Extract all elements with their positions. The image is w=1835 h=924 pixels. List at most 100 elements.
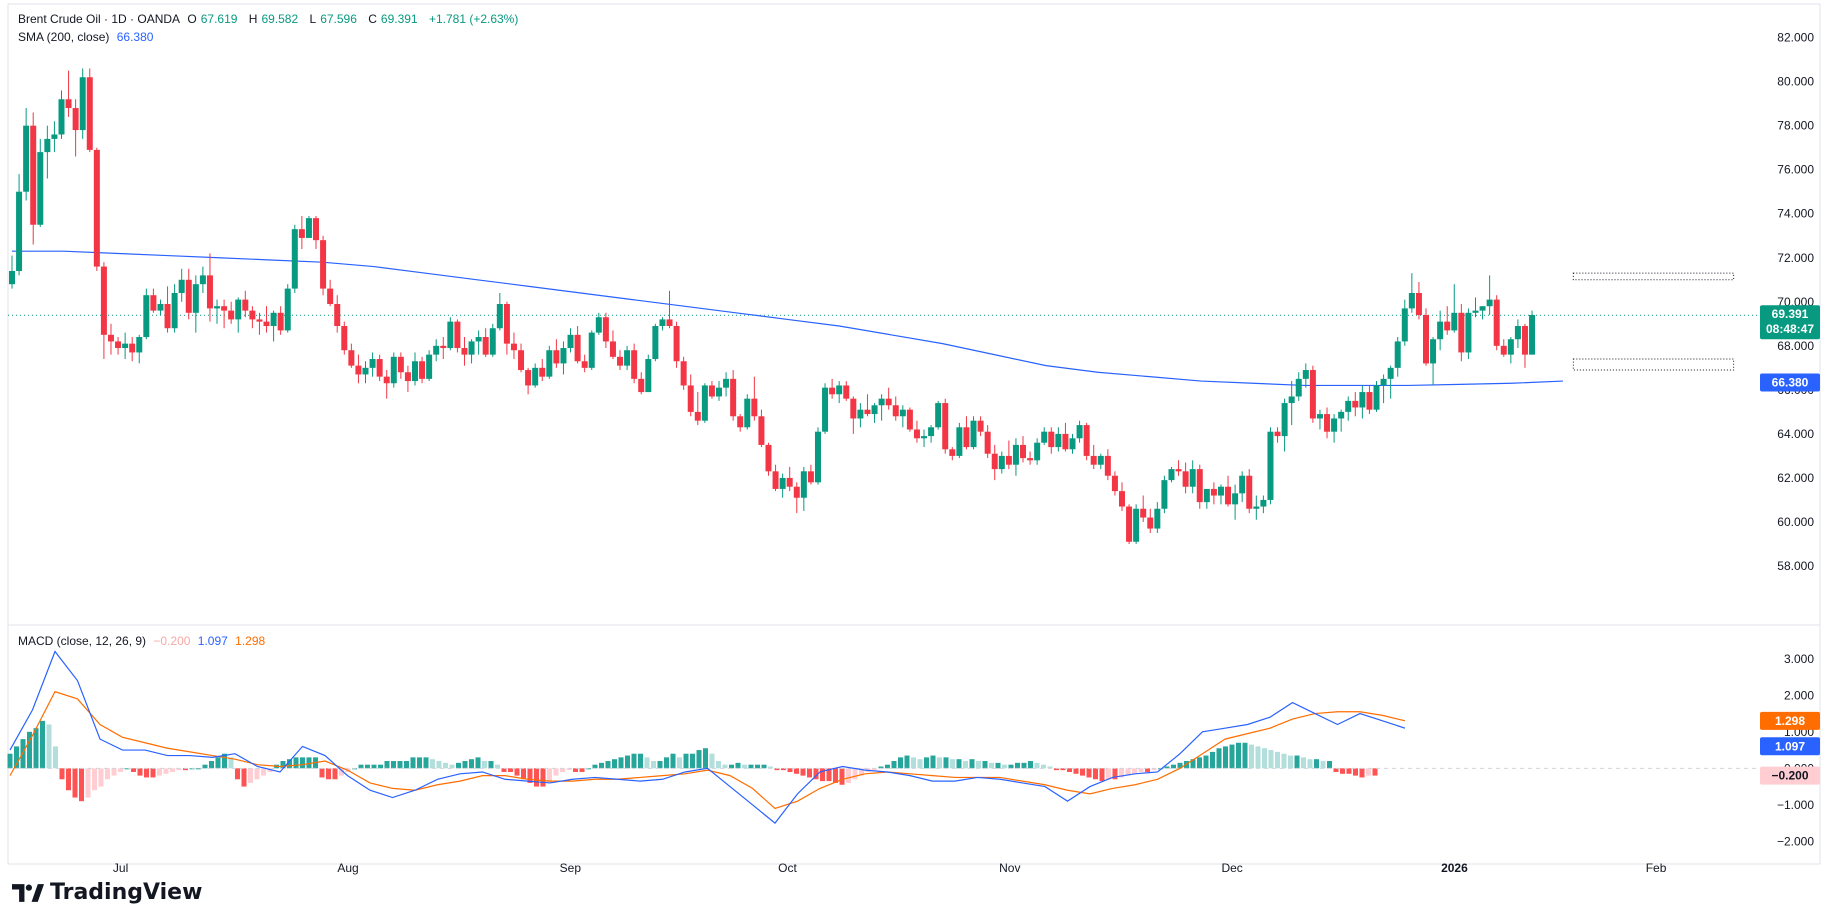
candle-body (595, 317, 602, 333)
candle-body (426, 354, 433, 379)
candle-body (1154, 508, 1161, 529)
macd-hist-bar (1138, 768, 1144, 772)
macd-hist-bar (800, 768, 806, 776)
candle (334, 295, 341, 333)
candle-body (235, 299, 242, 320)
high-value: 69.582 (261, 12, 299, 26)
candle (1076, 420, 1083, 443)
candle-body (659, 319, 666, 327)
candle-body (1437, 321, 1444, 340)
candle-body (1041, 431, 1048, 443)
macd-tick-label: −2.000 (1777, 834, 1814, 848)
macd-hist-bar (1021, 762, 1027, 769)
macd-hist-bar (631, 753, 637, 769)
candle (1352, 392, 1359, 417)
macd-legend: MACD (close, 12, 26, 9) −0.200 1.097 1.2… (18, 634, 269, 648)
candle-body (617, 356, 624, 366)
candle (221, 299, 228, 329)
macd-hist-bar (540, 768, 546, 787)
candle (1041, 427, 1048, 445)
candle (1175, 460, 1182, 476)
macd-hist-bar (1093, 768, 1098, 780)
macd-hist-bar (885, 764, 890, 769)
candle (765, 442, 772, 476)
macd-hist-bar (547, 768, 552, 783)
candle (673, 321, 680, 368)
macd-hist-bar (332, 768, 338, 780)
macd-hist-bar (787, 768, 793, 772)
macd-hist-bar (904, 755, 910, 769)
time-tick-label: Aug (337, 861, 358, 875)
candle (652, 323, 659, 362)
candle (1161, 475, 1168, 514)
macd-hist-bar (306, 757, 312, 769)
macd-hist-bar (833, 768, 838, 783)
candle (1104, 449, 1111, 481)
sma-badge-bg (1760, 373, 1820, 392)
candle-body (221, 306, 228, 311)
candle (1083, 422, 1090, 461)
candle (72, 99, 79, 157)
macd-hist-bar (105, 768, 110, 780)
macd-hist-bar (1164, 766, 1170, 769)
macd-badge: 1.097 (1760, 737, 1820, 756)
macd-hist-bar (449, 764, 455, 769)
candle-body (935, 403, 942, 428)
candle (666, 290, 673, 329)
macd-hist-bar (1359, 768, 1365, 778)
macd-hist-bar (1294, 755, 1300, 769)
macd-hist-bar (131, 768, 136, 772)
candle (256, 312, 263, 335)
candle (1486, 275, 1493, 316)
macd-hist-bar (215, 757, 221, 769)
candle-body (1189, 469, 1196, 487)
sma-badge-value: 66.380 (1772, 375, 1809, 389)
candle (1005, 440, 1012, 470)
candle-body (150, 295, 157, 311)
candle (977, 416, 984, 437)
candle (836, 381, 843, 404)
candle (1012, 438, 1019, 476)
candle-body (136, 337, 143, 353)
signal-badge: 1.298 (1760, 711, 1820, 730)
candle-body (977, 420, 984, 432)
candle-body (1133, 508, 1140, 542)
candle-body (701, 385, 708, 421)
candle (1133, 504, 1140, 544)
candle-body (956, 427, 963, 456)
macd-hist-bar (1112, 768, 1118, 780)
candle (199, 266, 206, 293)
macd-hist-bar (1054, 768, 1059, 771)
candle-body (673, 326, 680, 362)
macd-hist-bar (66, 768, 71, 791)
macd-hist-bar (592, 764, 598, 769)
candle (228, 301, 235, 324)
candle (171, 284, 178, 333)
candle (1281, 398, 1288, 452)
candle (1465, 308, 1472, 360)
candle-body (878, 398, 885, 406)
price-tick-label: 80.000 (1777, 75, 1814, 89)
macd-hist-bar (1177, 762, 1183, 769)
candle-body (1401, 308, 1408, 342)
candle (1055, 427, 1062, 452)
macd-hist-bar (404, 761, 409, 769)
macd-hist-bar (527, 768, 533, 783)
candle (390, 352, 397, 388)
candle-body (9, 270, 15, 285)
candle (1444, 306, 1451, 335)
candle (560, 341, 567, 375)
candle-body (1394, 341, 1401, 368)
candle-body (567, 334, 574, 349)
candle (376, 354, 383, 382)
sma-legend: SMA (200, close) 66.380 (18, 30, 157, 44)
candle-body (1444, 321, 1451, 331)
macd-hist-bar (1002, 764, 1007, 769)
candle (164, 286, 171, 333)
tradingview-brand[interactable]: TradingView (12, 880, 202, 905)
price-tick-label: 68.000 (1777, 339, 1814, 353)
macd-legend-signal: 1.298 (235, 634, 266, 648)
candle (1387, 365, 1394, 399)
candle-body (468, 341, 475, 355)
